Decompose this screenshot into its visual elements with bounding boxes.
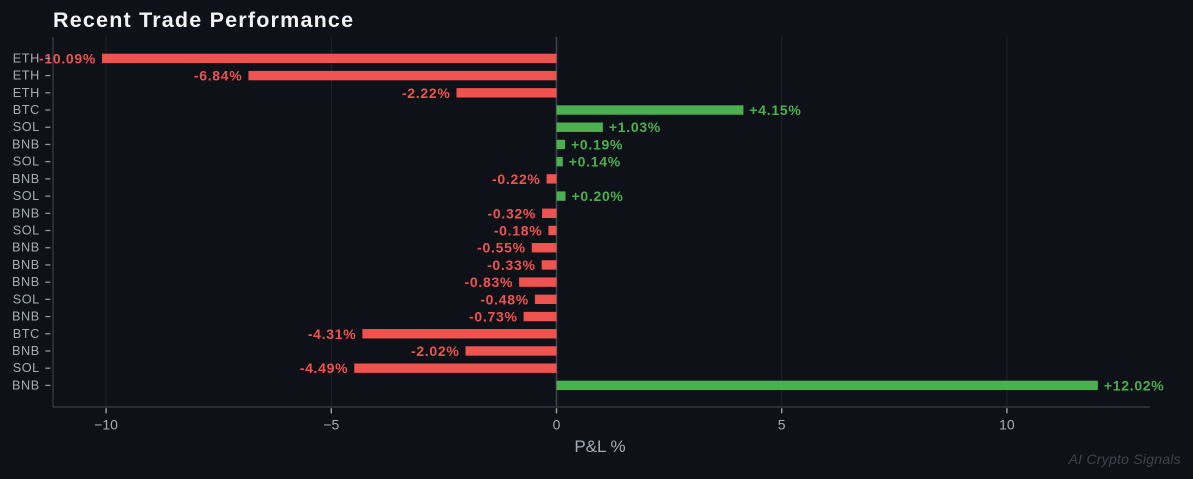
svg-text:BNB: BNB	[12, 206, 40, 220]
svg-text:+1.03%: +1.03%	[609, 119, 661, 135]
svg-text:+0.20%: +0.20%	[572, 188, 624, 204]
svg-text:10: 10	[999, 416, 1015, 432]
svg-text:ETH: ETH	[13, 51, 40, 65]
svg-text:+4.15%: +4.15%	[749, 102, 801, 118]
svg-text:-0.18%: -0.18%	[494, 223, 543, 239]
svg-text:BNB: BNB	[12, 172, 40, 186]
svg-text:5: 5	[778, 416, 786, 432]
svg-text:BNB: BNB	[12, 275, 40, 289]
svg-text:-6.84%: -6.84%	[194, 68, 243, 84]
svg-text:-0.33%: -0.33%	[487, 257, 536, 273]
svg-text:BNB: BNB	[12, 137, 40, 151]
svg-text:-0.83%: -0.83%	[465, 274, 514, 290]
svg-text:BTC: BTC	[13, 327, 40, 341]
svg-text:ETH: ETH	[13, 86, 40, 100]
svg-text:-2.02%: -2.02%	[411, 343, 460, 359]
svg-text:-4.31%: -4.31%	[308, 326, 357, 342]
svg-text:Recent Trade Performance: Recent Trade Performance	[53, 8, 354, 32]
svg-text:SOL: SOL	[13, 224, 40, 238]
svg-text:-0.48%: -0.48%	[480, 291, 529, 307]
svg-text:BNB: BNB	[12, 378, 40, 392]
svg-text:-10.09%: -10.09%	[39, 50, 96, 66]
svg-text:+12.02%: +12.02%	[1104, 377, 1165, 393]
svg-text:BNB: BNB	[12, 344, 40, 358]
svg-text:-4.49%: -4.49%	[300, 360, 349, 376]
svg-text:-0.22%: -0.22%	[492, 171, 541, 187]
svg-text:+0.14%: +0.14%	[569, 154, 621, 170]
svg-text:−5: −5	[323, 416, 339, 432]
svg-text:SOL: SOL	[13, 292, 40, 306]
svg-text:SOL: SOL	[13, 120, 40, 134]
svg-text:BNB: BNB	[12, 241, 40, 255]
svg-text:ETH: ETH	[13, 69, 40, 83]
svg-text:+0.19%: +0.19%	[571, 136, 623, 152]
svg-text:SOL: SOL	[13, 155, 40, 169]
svg-text:-2.22%: -2.22%	[402, 85, 451, 101]
svg-text:AI Crypto Signals: AI Crypto Signals	[1068, 451, 1181, 467]
svg-text:P&L %: P&L %	[574, 437, 625, 456]
svg-text:SOL: SOL	[13, 189, 40, 203]
svg-text:0: 0	[553, 416, 561, 432]
svg-text:BNB: BNB	[12, 258, 40, 272]
svg-text:-0.73%: -0.73%	[469, 309, 518, 325]
svg-text:−10: −10	[94, 416, 118, 432]
svg-text:-0.32%: -0.32%	[488, 205, 537, 221]
svg-text:-0.55%: -0.55%	[477, 240, 526, 256]
svg-text:BNB: BNB	[12, 310, 40, 324]
svg-text:BTC: BTC	[13, 103, 40, 117]
svg-text:SOL: SOL	[13, 361, 40, 375]
